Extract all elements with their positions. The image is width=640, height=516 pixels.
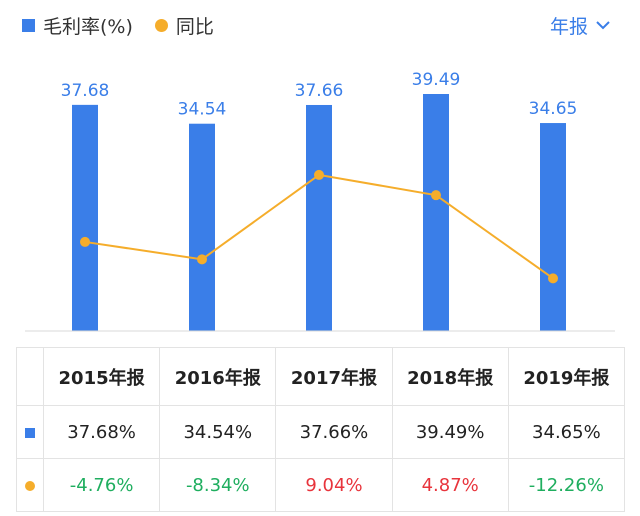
table-cell: 39.49% — [391, 405, 509, 459]
table-cell: -12.26% — [507, 458, 626, 512]
table-cell: 37.68% — [42, 405, 161, 459]
bar-2016年报[interactable] — [189, 123, 215, 331]
bar-labels: 37.68 34.54 37.66 39.49 34.65 — [61, 70, 578, 120]
chevron-down-icon — [596, 20, 610, 29]
legend: 毛利率(%) 同比 — [22, 10, 236, 40]
bar-series — [72, 94, 566, 331]
line-marker-icon — [25, 480, 35, 491]
row-marker-cell — [16, 405, 44, 459]
table-cell: 9.04% — [275, 458, 393, 512]
row-marker-cell — [16, 458, 44, 512]
legend-yoy[interactable]: 同比 — [154, 12, 214, 39]
bar-2017年报[interactable] — [306, 104, 332, 331]
bar-2018年报[interactable] — [423, 94, 449, 331]
yoy-point-2019年报[interactable] — [548, 273, 558, 284]
table-header-cell: 2017年报 — [275, 347, 393, 406]
yoy-point-2016年报[interactable] — [197, 254, 207, 265]
table-cell: 37.66% — [275, 405, 393, 459]
period-selector[interactable]: 年报 — [550, 10, 610, 40]
table-header-cell: 2016年报 — [159, 347, 277, 406]
table-header-cell: 2019年报 — [507, 347, 626, 406]
table-cell: -8.34% — [159, 458, 277, 512]
table-cell: -4.76% — [42, 458, 161, 512]
legend-yoy-label: 同比 — [175, 15, 214, 38]
bar-2015年报[interactable] — [72, 104, 98, 331]
table-cell: 34.54% — [159, 405, 277, 459]
table-header-cell: 2018年报 — [391, 347, 509, 406]
bar-value-label: 34.54 — [178, 100, 227, 120]
bar-marker-icon — [25, 427, 35, 438]
table-header-row: 2015年报 2016年报 2017年报 2018年报 2019年报 — [16, 347, 626, 406]
table-cell: 4.87% — [391, 458, 509, 512]
data-table: 2015年报 2016年报 2017年报 2018年报 2019年报 37.68… — [16, 347, 626, 512]
bar-value-label: 37.66 — [295, 81, 344, 101]
table-header-cell: 2015年报 — [42, 347, 161, 406]
yoy-point-2018年报[interactable] — [431, 190, 441, 201]
yoy-points — [80, 169, 558, 284]
legend-gross-margin-label: 毛利率(%) — [43, 15, 133, 38]
yoy-point-2015年报[interactable] — [80, 236, 90, 247]
table-row-gross-margin: 37.68% 34.54% 37.66% 39.49% 34.65% — [16, 405, 626, 459]
bar-value-label: 34.65 — [529, 99, 578, 119]
bar-value-label: 37.68 — [61, 81, 110, 101]
yoy-point-2017年报[interactable] — [314, 169, 324, 180]
table-row-yoy: -4.76% -8.34% 9.04% 4.87% -12.26% — [16, 458, 626, 512]
bar-swatch-icon — [22, 18, 35, 32]
bar-value-label: 39.49 — [412, 70, 461, 90]
line-swatch-icon — [154, 18, 168, 32]
chart-area: 37.68 34.54 37.66 39.49 34.65 — [25, 70, 615, 332]
period-selector-label: 年报 — [549, 15, 588, 38]
table-cell: 34.65% — [507, 405, 626, 459]
table-corner-cell — [16, 347, 44, 406]
legend-gross-margin[interactable]: 毛利率(%) — [22, 12, 133, 39]
bar-2019年报[interactable] — [540, 123, 566, 331]
